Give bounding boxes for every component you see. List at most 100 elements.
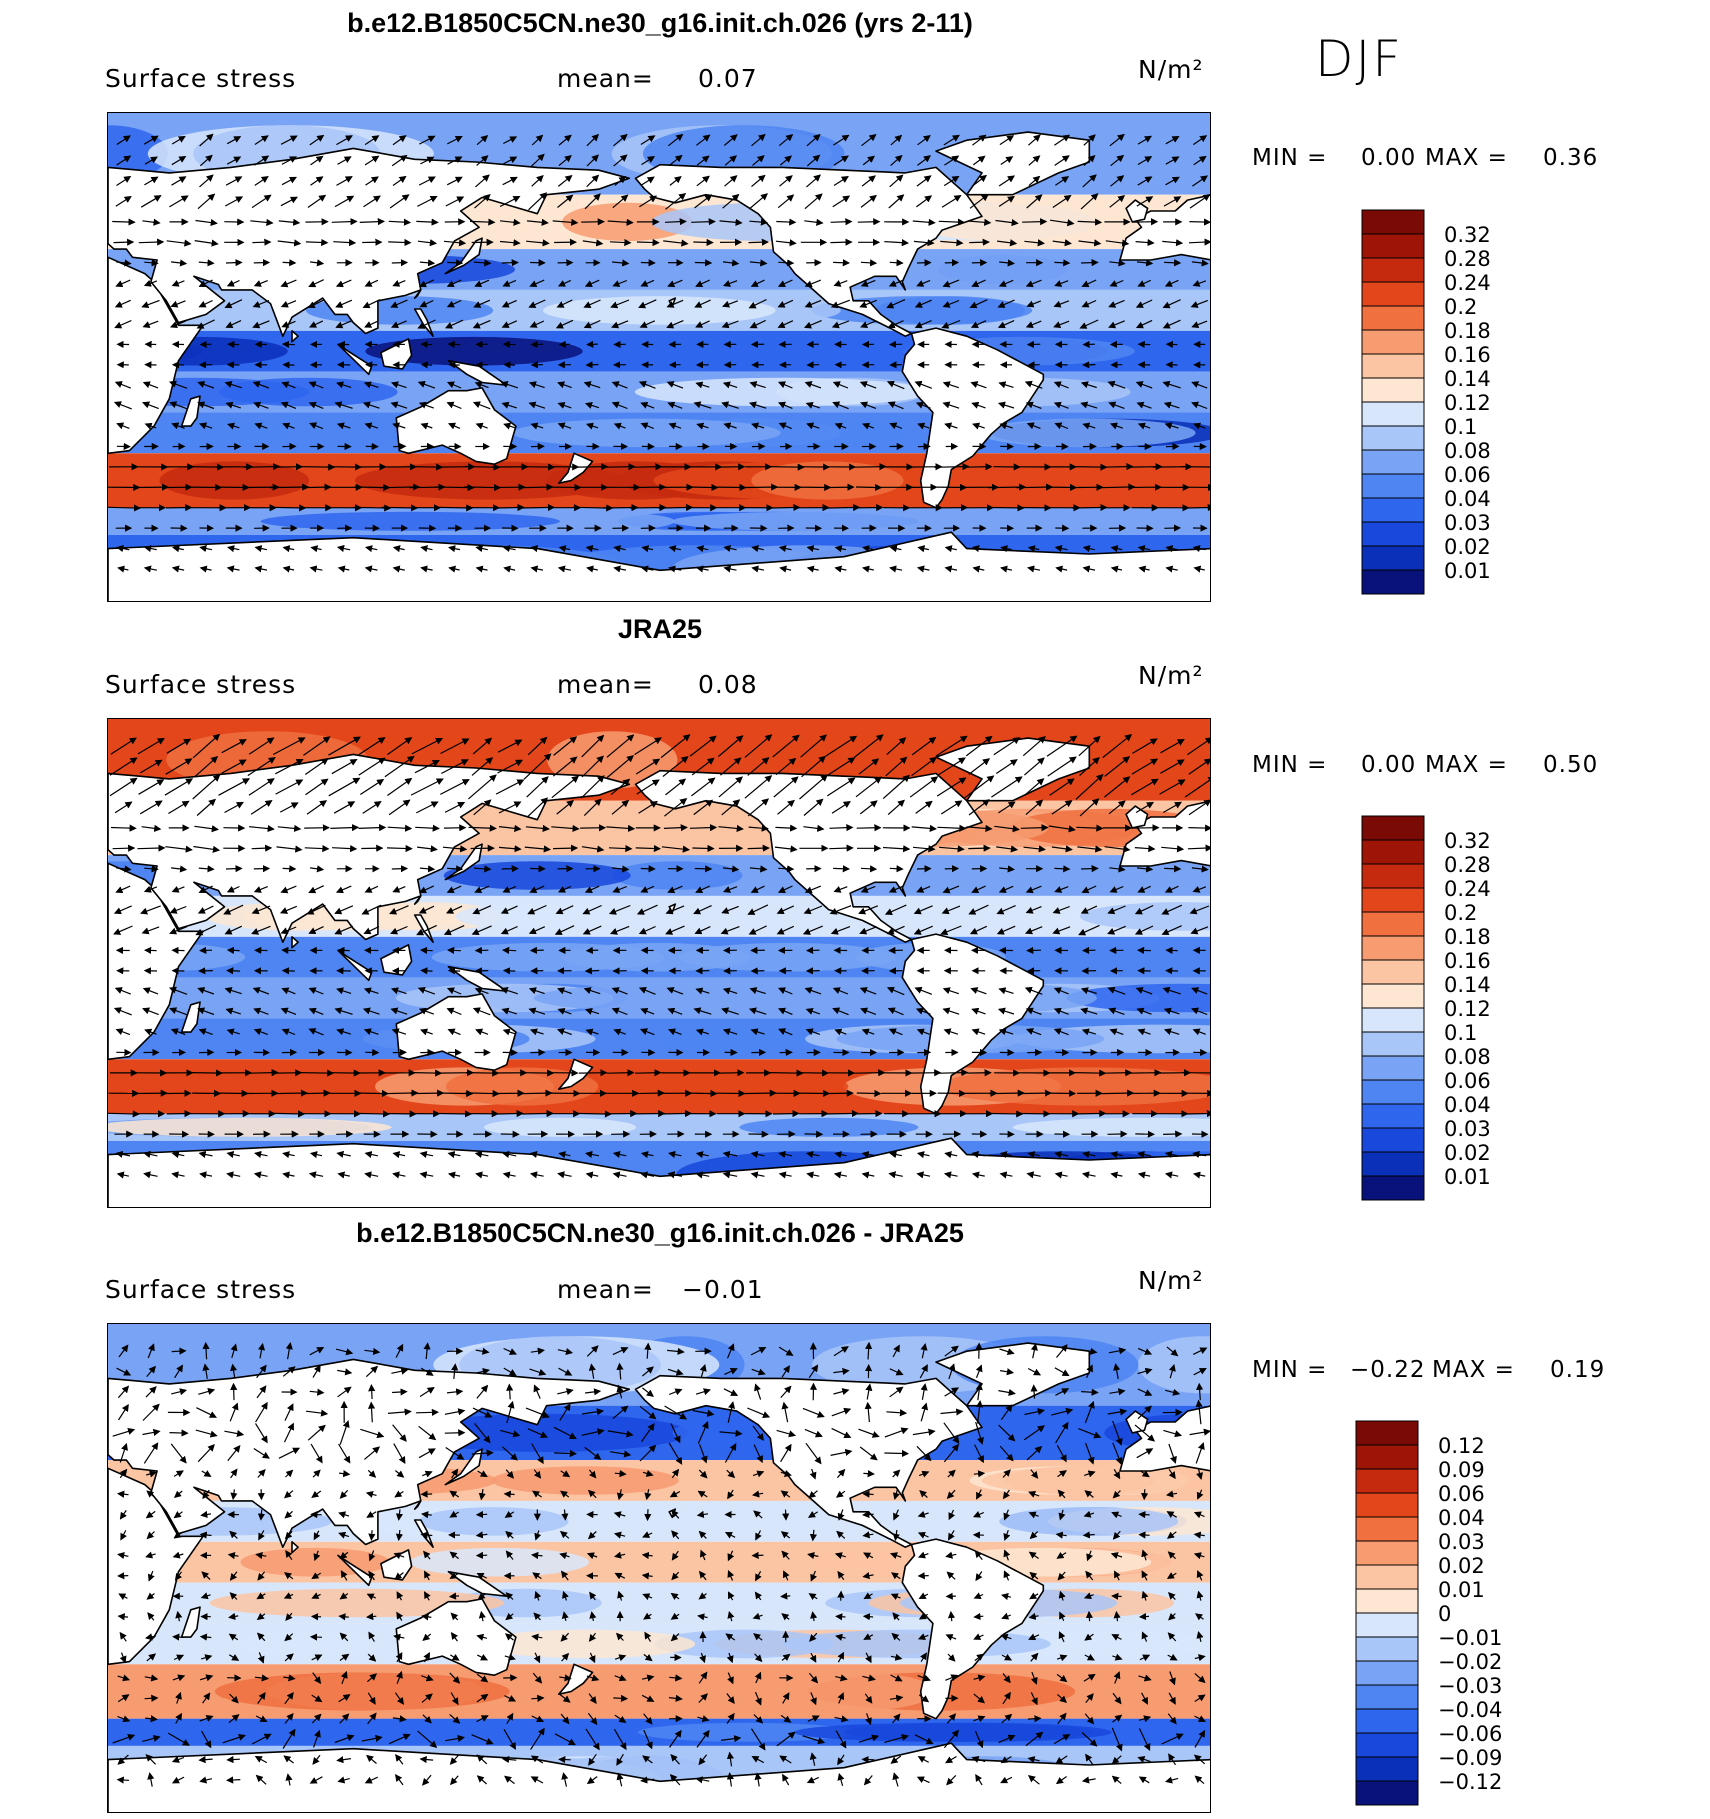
colorbar-tick-label: 0.32 — [1444, 223, 1491, 247]
stress-vector — [777, 279, 793, 287]
colorbar-tick-label: 0.09 — [1438, 1458, 1485, 1482]
stress-vector — [1191, 401, 1208, 410]
stress-vector — [1020, 824, 1049, 832]
stress-vector — [586, 154, 599, 167]
stress-vector — [281, 156, 298, 165]
stress-vector — [886, 299, 906, 309]
stress-vector — [778, 134, 794, 147]
stress-vector — [303, 1089, 331, 1097]
stress-vector — [1162, 380, 1181, 389]
stress-vector — [967, 218, 992, 226]
min-label: MIN = — [1252, 1357, 1328, 1383]
mean-value: 0.08 — [698, 670, 758, 699]
stress-vector — [806, 154, 821, 167]
colorbar-swatch — [1361, 233, 1425, 259]
stress-vector — [169, 1429, 189, 1437]
stress-vector — [833, 175, 849, 187]
map-plot — [108, 1324, 1210, 1812]
colorbar-tick-label: 0.12 — [1438, 1434, 1485, 1458]
stress-vector — [584, 967, 600, 975]
stress-vector — [417, 319, 436, 329]
field-patch — [794, 1722, 1094, 1742]
colorbar-tick-label: 0.16 — [1444, 949, 1491, 973]
stress-vector — [804, 218, 824, 226]
stress-vector — [862, 1490, 874, 1498]
stress-vector — [916, 175, 932, 187]
stress-vector — [584, 279, 600, 287]
stress-vector — [971, 279, 986, 287]
stress-vector — [419, 135, 436, 145]
stress-vector — [499, 195, 521, 208]
colorbar-tick-label: −0.01 — [1438, 1626, 1502, 1650]
stress-vector — [113, 401, 132, 410]
stress-vector — [1083, 134, 1096, 146]
stress-vector — [169, 320, 187, 329]
stress-vector — [280, 135, 298, 145]
stress-vector — [144, 1694, 159, 1702]
stress-vector — [116, 259, 132, 267]
stress-vector — [804, 381, 822, 389]
stress-vector — [972, 134, 987, 146]
stress-vector — [473, 259, 492, 267]
mean-value: 0.07 — [698, 64, 758, 93]
stress-vector — [1138, 1531, 1150, 1539]
colorbar-tick-label: 0.28 — [1444, 247, 1491, 271]
stress-vector — [112, 218, 136, 226]
stress-vector — [1025, 320, 1042, 328]
stress-vector — [1137, 156, 1153, 166]
stress-vector — [748, 238, 769, 246]
stress-vector — [692, 844, 715, 853]
stress-vector — [417, 239, 438, 247]
stress-vector — [999, 259, 1015, 267]
stress-vector — [634, 1069, 662, 1077]
stress-vector — [777, 381, 793, 389]
max-label: MAX = — [1425, 145, 1508, 171]
stress-vector — [502, 946, 517, 954]
landmass — [413, 289, 422, 299]
stress-vector — [417, 195, 438, 207]
stress-vector — [999, 135, 1015, 146]
stress-vector — [108, 504, 142, 512]
stress-vector — [142, 218, 161, 226]
stress-vector — [282, 259, 297, 267]
stress-vector — [252, 299, 270, 308]
stress-vector — [171, 259, 188, 267]
stress-vector — [419, 299, 434, 308]
stress-vector — [1109, 279, 1124, 287]
stress-vector — [886, 380, 905, 390]
stress-vector — [416, 1408, 439, 1416]
stress-vector — [445, 319, 464, 329]
colorbar-swatch — [1361, 1103, 1425, 1129]
stress-vector — [1138, 1511, 1150, 1519]
stress-vector — [250, 218, 274, 226]
stress-vector — [611, 401, 628, 410]
stress-vector — [1136, 401, 1152, 409]
stress-vector — [448, 1592, 460, 1600]
colorbar-swatch — [1361, 281, 1425, 307]
stress-vector — [501, 320, 518, 328]
stress-vector — [388, 218, 412, 226]
colorbar-tick-label: 0.04 — [1438, 1506, 1485, 1530]
stress-vector — [114, 299, 131, 308]
stress-vector — [251, 844, 273, 852]
stress-vector — [971, 401, 986, 409]
stress-vector — [446, 279, 462, 287]
stress-vector — [998, 279, 1014, 287]
stress-vector — [523, 1089, 553, 1097]
colorbar-swatch — [1361, 449, 1425, 475]
colorbar-tick-label: 0.14 — [1444, 973, 1491, 997]
stress-vector — [331, 218, 358, 226]
stress-vector — [970, 320, 987, 328]
stress-vector — [282, 361, 295, 369]
stress-vector — [916, 865, 932, 873]
stress-vector — [143, 279, 158, 287]
colorbar-swatch — [1361, 353, 1425, 379]
stress-vector — [392, 175, 407, 186]
landmass — [291, 330, 299, 343]
stress-vector — [613, 154, 628, 167]
stress-vector — [803, 320, 822, 329]
stress-vector — [610, 299, 630, 309]
stress-vector — [1108, 320, 1125, 329]
stress-vector — [822, 503, 861, 512]
stress-vector — [723, 134, 738, 146]
